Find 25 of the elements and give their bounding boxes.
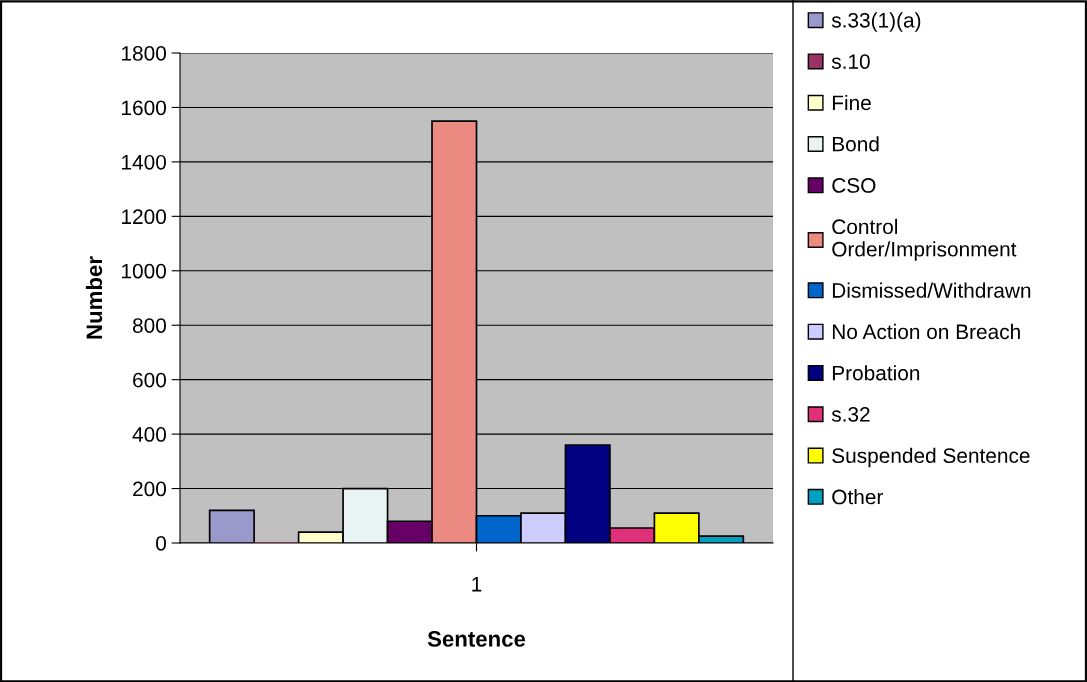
legend-label: Control Order/Imprisonment bbox=[832, 218, 1017, 261]
y-tick-label: 600 bbox=[133, 372, 166, 388]
legend-label: Bond bbox=[832, 136, 879, 152]
x-tick-label: 1 bbox=[472, 577, 482, 592]
legend-label: Suspended Sentence bbox=[832, 447, 1030, 468]
y-tick-label: 1400 bbox=[122, 154, 166, 170]
y-tick-label: 800 bbox=[132, 318, 166, 333]
legend-label: Dismissed/Withdrawn bbox=[832, 282, 1031, 298]
y-tick-label: 1800 bbox=[122, 46, 166, 61]
y-tick-label: 1200 bbox=[122, 209, 166, 225]
x-axis-title: Sentence bbox=[427, 631, 526, 647]
legend-label: Fine bbox=[832, 94, 871, 111]
y-axis-title: Number bbox=[85, 256, 103, 339]
legend-label: No Action on Breach bbox=[832, 323, 1020, 340]
y-tick-label: 1000 bbox=[122, 263, 166, 279]
y-tick-label: 200 bbox=[133, 481, 166, 497]
y-tick-label: 400 bbox=[132, 427, 166, 442]
y-tick-label: 1600 bbox=[122, 100, 166, 116]
legend-label: Other bbox=[832, 489, 884, 505]
legend-label: s.33(1)(a) bbox=[831, 12, 921, 32]
y-tick-label: 0 bbox=[156, 536, 166, 551]
legend-label: CSO bbox=[832, 178, 876, 193]
legend-label: Probation bbox=[832, 365, 920, 381]
legend-label: s.10 bbox=[831, 54, 870, 69]
legend-label: s.32 bbox=[831, 406, 870, 422]
